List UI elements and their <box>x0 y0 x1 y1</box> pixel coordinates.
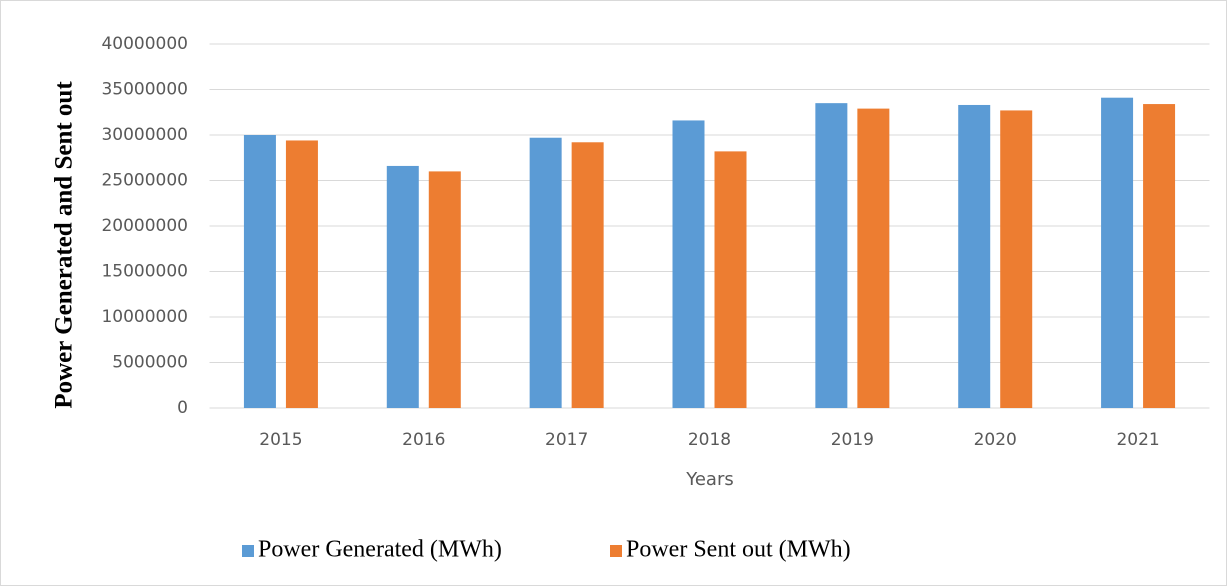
y-tick-label: 0 <box>177 398 188 418</box>
bar <box>1143 104 1176 408</box>
bar <box>815 103 848 409</box>
x-tick-label: 2019 <box>831 430 874 450</box>
bar <box>428 171 461 408</box>
x-tick-label: 2016 <box>402 430 445 450</box>
legend-label: Power Sent out (MWh) <box>626 537 851 563</box>
legend-swatch <box>242 545 254 557</box>
x-axis-title: Years <box>685 469 734 490</box>
x-tick-label: 2020 <box>974 430 1017 450</box>
bar <box>714 151 747 408</box>
y-tick-label: 10000000 <box>101 307 188 327</box>
x-tick-label: 2021 <box>1116 430 1159 450</box>
y-tick-label: 15000000 <box>101 262 188 282</box>
y-tick-label: 20000000 <box>101 216 188 236</box>
bar <box>386 165 419 408</box>
x-tick-label: 2018 <box>688 430 731 450</box>
y-tick-label: 30000000 <box>101 125 188 145</box>
y-tick-label: 35000000 <box>101 80 188 100</box>
y-tick-label: 40000000 <box>101 34 188 54</box>
y-tick-label: 5000000 <box>112 353 188 373</box>
bar <box>1101 97 1134 408</box>
x-tick-label: 2017 <box>545 430 588 450</box>
bar <box>958 104 991 408</box>
bar <box>529 137 562 409</box>
bar <box>857 108 890 409</box>
y-axis-title: Power Generated and Sent out <box>51 81 78 409</box>
bar <box>571 142 604 408</box>
bar <box>1000 110 1033 409</box>
bar <box>672 120 705 408</box>
legend-label: Power Generated (MWh) <box>258 537 502 563</box>
legend-swatch <box>610 545 622 557</box>
x-tick-label: 2015 <box>259 430 302 450</box>
bar <box>285 140 318 408</box>
bar <box>243 135 276 408</box>
y-tick-label: 25000000 <box>101 171 188 191</box>
